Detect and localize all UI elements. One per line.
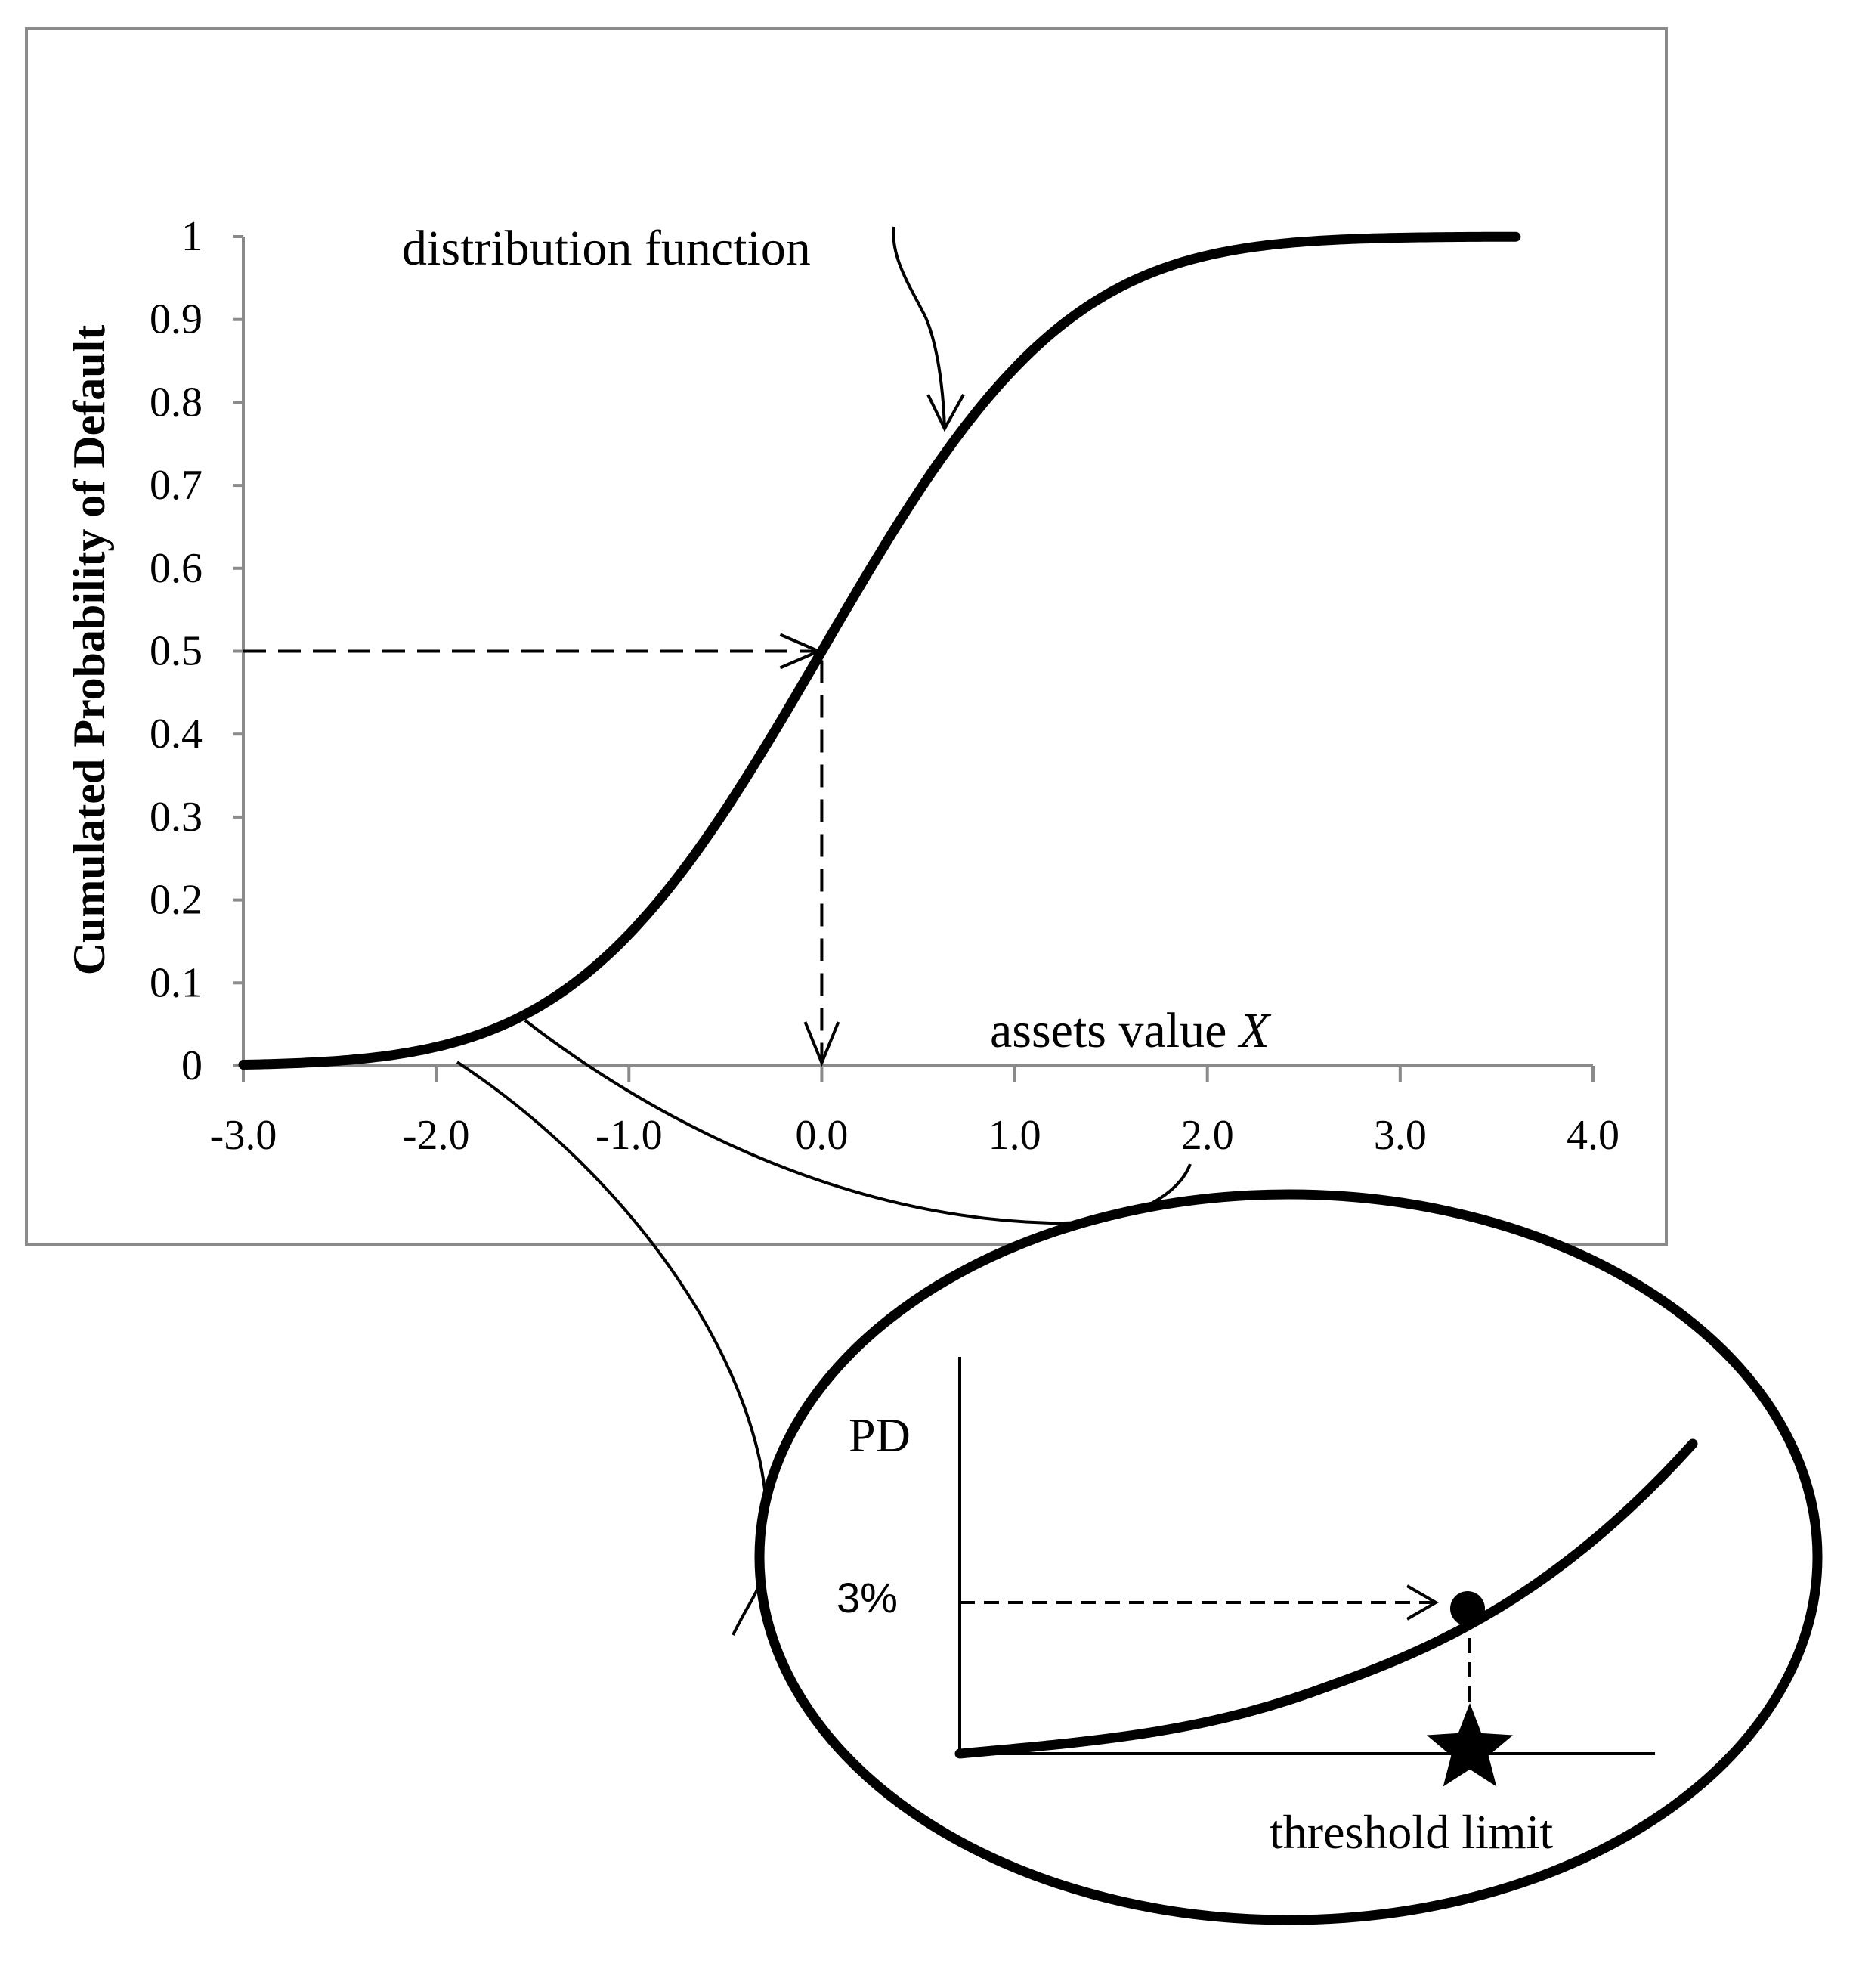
inset-zoom: PD 3% threshold limit bbox=[754, 1189, 1823, 1925]
x-tick-label: -3.0 bbox=[210, 1112, 277, 1159]
y-tick-label: 0.1 bbox=[150, 959, 203, 1006]
y-tick-label: 0.2 bbox=[150, 877, 203, 924]
x-tick-label: 4.0 bbox=[1567, 1112, 1619, 1159]
x-tick-label: -1.0 bbox=[595, 1112, 663, 1159]
y-axis-label: Cumulated Probability of Default bbox=[64, 325, 114, 976]
x-tick-label: 3.0 bbox=[1374, 1112, 1427, 1159]
y-tick-label: 0.9 bbox=[150, 296, 203, 343]
y-tick-label: 0 bbox=[181, 1042, 203, 1089]
x-tick-label: 0.0 bbox=[795, 1112, 848, 1159]
y-tick-label: 0.7 bbox=[150, 462, 203, 509]
distribution-curve bbox=[238, 231, 1521, 1070]
x-tick-label: 1.0 bbox=[988, 1112, 1041, 1159]
axes bbox=[242, 237, 1593, 1067]
x-tick-label: 2.0 bbox=[1181, 1112, 1234, 1159]
axis-tick-labels: 0 0.1 0.2 0.3 0.4 0.5 0.6 0.7 0.8 0.9 1 -3.0 -2.0 -1.… bbox=[150, 213, 1619, 1159]
x-tick-label: -2.0 bbox=[403, 1112, 470, 1159]
reference-vertical-arrowhead bbox=[803, 1021, 840, 1067]
star-icon bbox=[1426, 1703, 1514, 1787]
inset-arrowhead bbox=[1406, 1584, 1439, 1621]
y-tick-label: 0.8 bbox=[150, 379, 203, 426]
inset-curve bbox=[954, 1438, 1698, 1759]
reference-lines bbox=[243, 633, 840, 1067]
inset-level-label: 3% bbox=[837, 1574, 898, 1621]
y-tick-label: 0.5 bbox=[150, 628, 203, 675]
chart-frame bbox=[25, 27, 1668, 1246]
inset-x-label: threshold limit bbox=[1270, 1805, 1553, 1859]
annotation-arrow bbox=[892, 226, 965, 432]
y-tick-label: 1 bbox=[181, 213, 203, 260]
inset-point bbox=[1450, 1591, 1485, 1626]
axis-ticks bbox=[233, 235, 1595, 1082]
inset-ellipse bbox=[754, 1189, 1823, 1925]
inset-y-label: PD bbox=[849, 1408, 911, 1462]
annotation-distribution-function: distribution function bbox=[402, 221, 811, 276]
y-tick-label: 0.4 bbox=[150, 711, 203, 757]
y-tick-label: 0.3 bbox=[150, 794, 203, 841]
y-tick-label: 0.6 bbox=[150, 545, 203, 592]
x-axis-label: assets value X bbox=[990, 1003, 1272, 1058]
